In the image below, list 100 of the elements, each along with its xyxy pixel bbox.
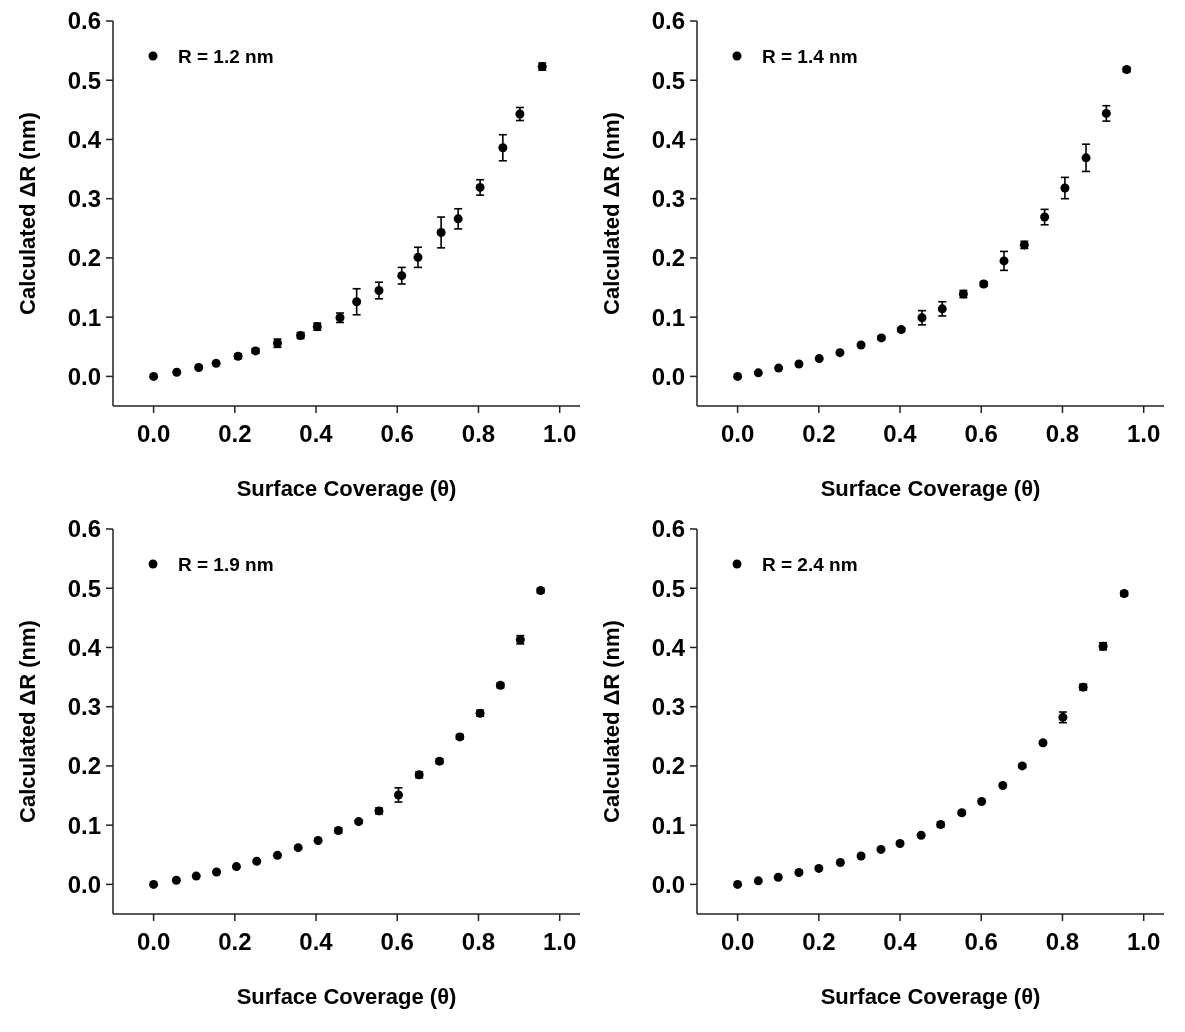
x-tick-label: 0.2 [802, 420, 836, 447]
x-tick-label: 0.2 [218, 420, 252, 447]
point [498, 143, 508, 153]
x-axis-title: Surface Coverage (θ) [236, 476, 457, 501]
point [475, 182, 485, 192]
point [453, 214, 463, 224]
y-tick-label: 0.5 [67, 574, 101, 602]
y-tick-label: 0.0 [67, 870, 101, 898]
y-tick-label: 0.5 [67, 66, 101, 94]
point [212, 867, 222, 877]
point [191, 871, 201, 881]
y-tick-label: 0.1 [651, 811, 685, 839]
x-tick-label: 0.8 [1045, 420, 1080, 447]
y-tick-label: 0.0 [67, 362, 101, 390]
point [397, 271, 407, 281]
point [998, 780, 1008, 790]
legend-label: R = 1.2 nm [178, 45, 274, 67]
y-tick-label: 0.4 [67, 633, 102, 661]
point [413, 252, 423, 262]
legend-label: R = 1.9 nm [178, 553, 274, 575]
point [937, 304, 947, 314]
y-tick-label: 0.2 [651, 244, 685, 272]
x-tick-label: 0.0 [720, 928, 755, 955]
x-tick-label: 0.0 [720, 420, 755, 447]
point [374, 286, 384, 295]
y-tick-label: 0.2 [67, 752, 101, 780]
x-tick-label: 0.8 [461, 420, 496, 447]
y-axis-title: Calculated ΔR (nm) [15, 112, 40, 315]
point [856, 340, 866, 350]
y-tick-label: 0.4 [67, 125, 102, 153]
point [916, 830, 926, 840]
y-tick-label: 0.2 [651, 752, 685, 780]
x-tick-label: 0.2 [218, 928, 252, 955]
point [733, 879, 743, 889]
point [774, 363, 784, 373]
x-tick-label: 0.2 [802, 928, 836, 955]
x-tick-label: 1.0 [1127, 420, 1161, 447]
point [753, 876, 763, 886]
point [773, 872, 783, 882]
y-tick-label: 0.1 [651, 303, 685, 331]
point [977, 796, 987, 806]
x-tick-label: 1.0 [1127, 928, 1161, 955]
y-tick-label: 0.5 [651, 66, 685, 94]
point [149, 879, 159, 889]
point [1040, 212, 1050, 222]
point [231, 862, 241, 872]
y-axis-title: Calculated ΔR (nm) [599, 620, 624, 823]
point [753, 368, 763, 378]
point [876, 844, 886, 854]
point [149, 371, 159, 381]
y-tick-label: 0.2 [67, 244, 101, 272]
point [794, 359, 804, 369]
y-tick-label: 0.5 [651, 574, 685, 602]
y-tick-label: 0.3 [651, 693, 685, 721]
x-tick-label: 1.0 [543, 420, 577, 447]
x-tick-label: 0.0 [136, 420, 171, 447]
x-tick-label: 0.0 [136, 928, 171, 955]
x-tick-label: 0.4 [883, 928, 918, 955]
point [999, 256, 1009, 266]
y-tick-label: 0.0 [651, 362, 685, 390]
x-tick-label: 0.8 [1045, 928, 1080, 955]
y-tick-label: 0.3 [67, 185, 101, 213]
point [814, 863, 824, 873]
y-tick-label: 0.3 [651, 185, 685, 213]
point [835, 348, 845, 358]
point [436, 227, 446, 237]
point [272, 850, 282, 860]
point [895, 839, 905, 849]
point [917, 313, 927, 323]
x-axis-title: Surface Coverage (θ) [236, 984, 457, 1009]
point [293, 843, 303, 853]
y-tick-label: 0.1 [67, 303, 101, 331]
x-axis-title: Surface Coverage (θ) [820, 984, 1041, 1009]
y-axis-title: Calculated ΔR (nm) [15, 620, 40, 823]
point [352, 297, 362, 307]
point [172, 367, 182, 377]
y-tick-label: 0.6 [651, 515, 685, 543]
x-tick-label: 1.0 [543, 928, 577, 955]
point [835, 857, 845, 867]
point [1060, 183, 1070, 193]
point [856, 851, 866, 861]
point [313, 836, 323, 846]
point [1101, 108, 1111, 118]
point [1081, 153, 1091, 163]
x-tick-label: 0.4 [299, 928, 334, 955]
x-tick-label: 0.6 [964, 420, 998, 447]
point [171, 875, 181, 885]
point [211, 358, 221, 368]
y-tick-label: 0.3 [67, 693, 101, 721]
legend-label: R = 2.4 nm [762, 553, 858, 575]
y-tick-label: 0.6 [651, 7, 685, 35]
legend-label: R = 1.4 nm [762, 45, 858, 67]
point [733, 371, 743, 381]
y-tick-label: 0.4 [651, 125, 686, 153]
x-tick-label: 0.6 [380, 928, 414, 955]
x-tick-label: 0.4 [299, 420, 334, 447]
y-tick-label: 0.6 [67, 515, 101, 543]
x-tick-label: 0.8 [461, 928, 496, 955]
y-tick-label: 0.0 [651, 870, 685, 898]
point [794, 868, 804, 878]
